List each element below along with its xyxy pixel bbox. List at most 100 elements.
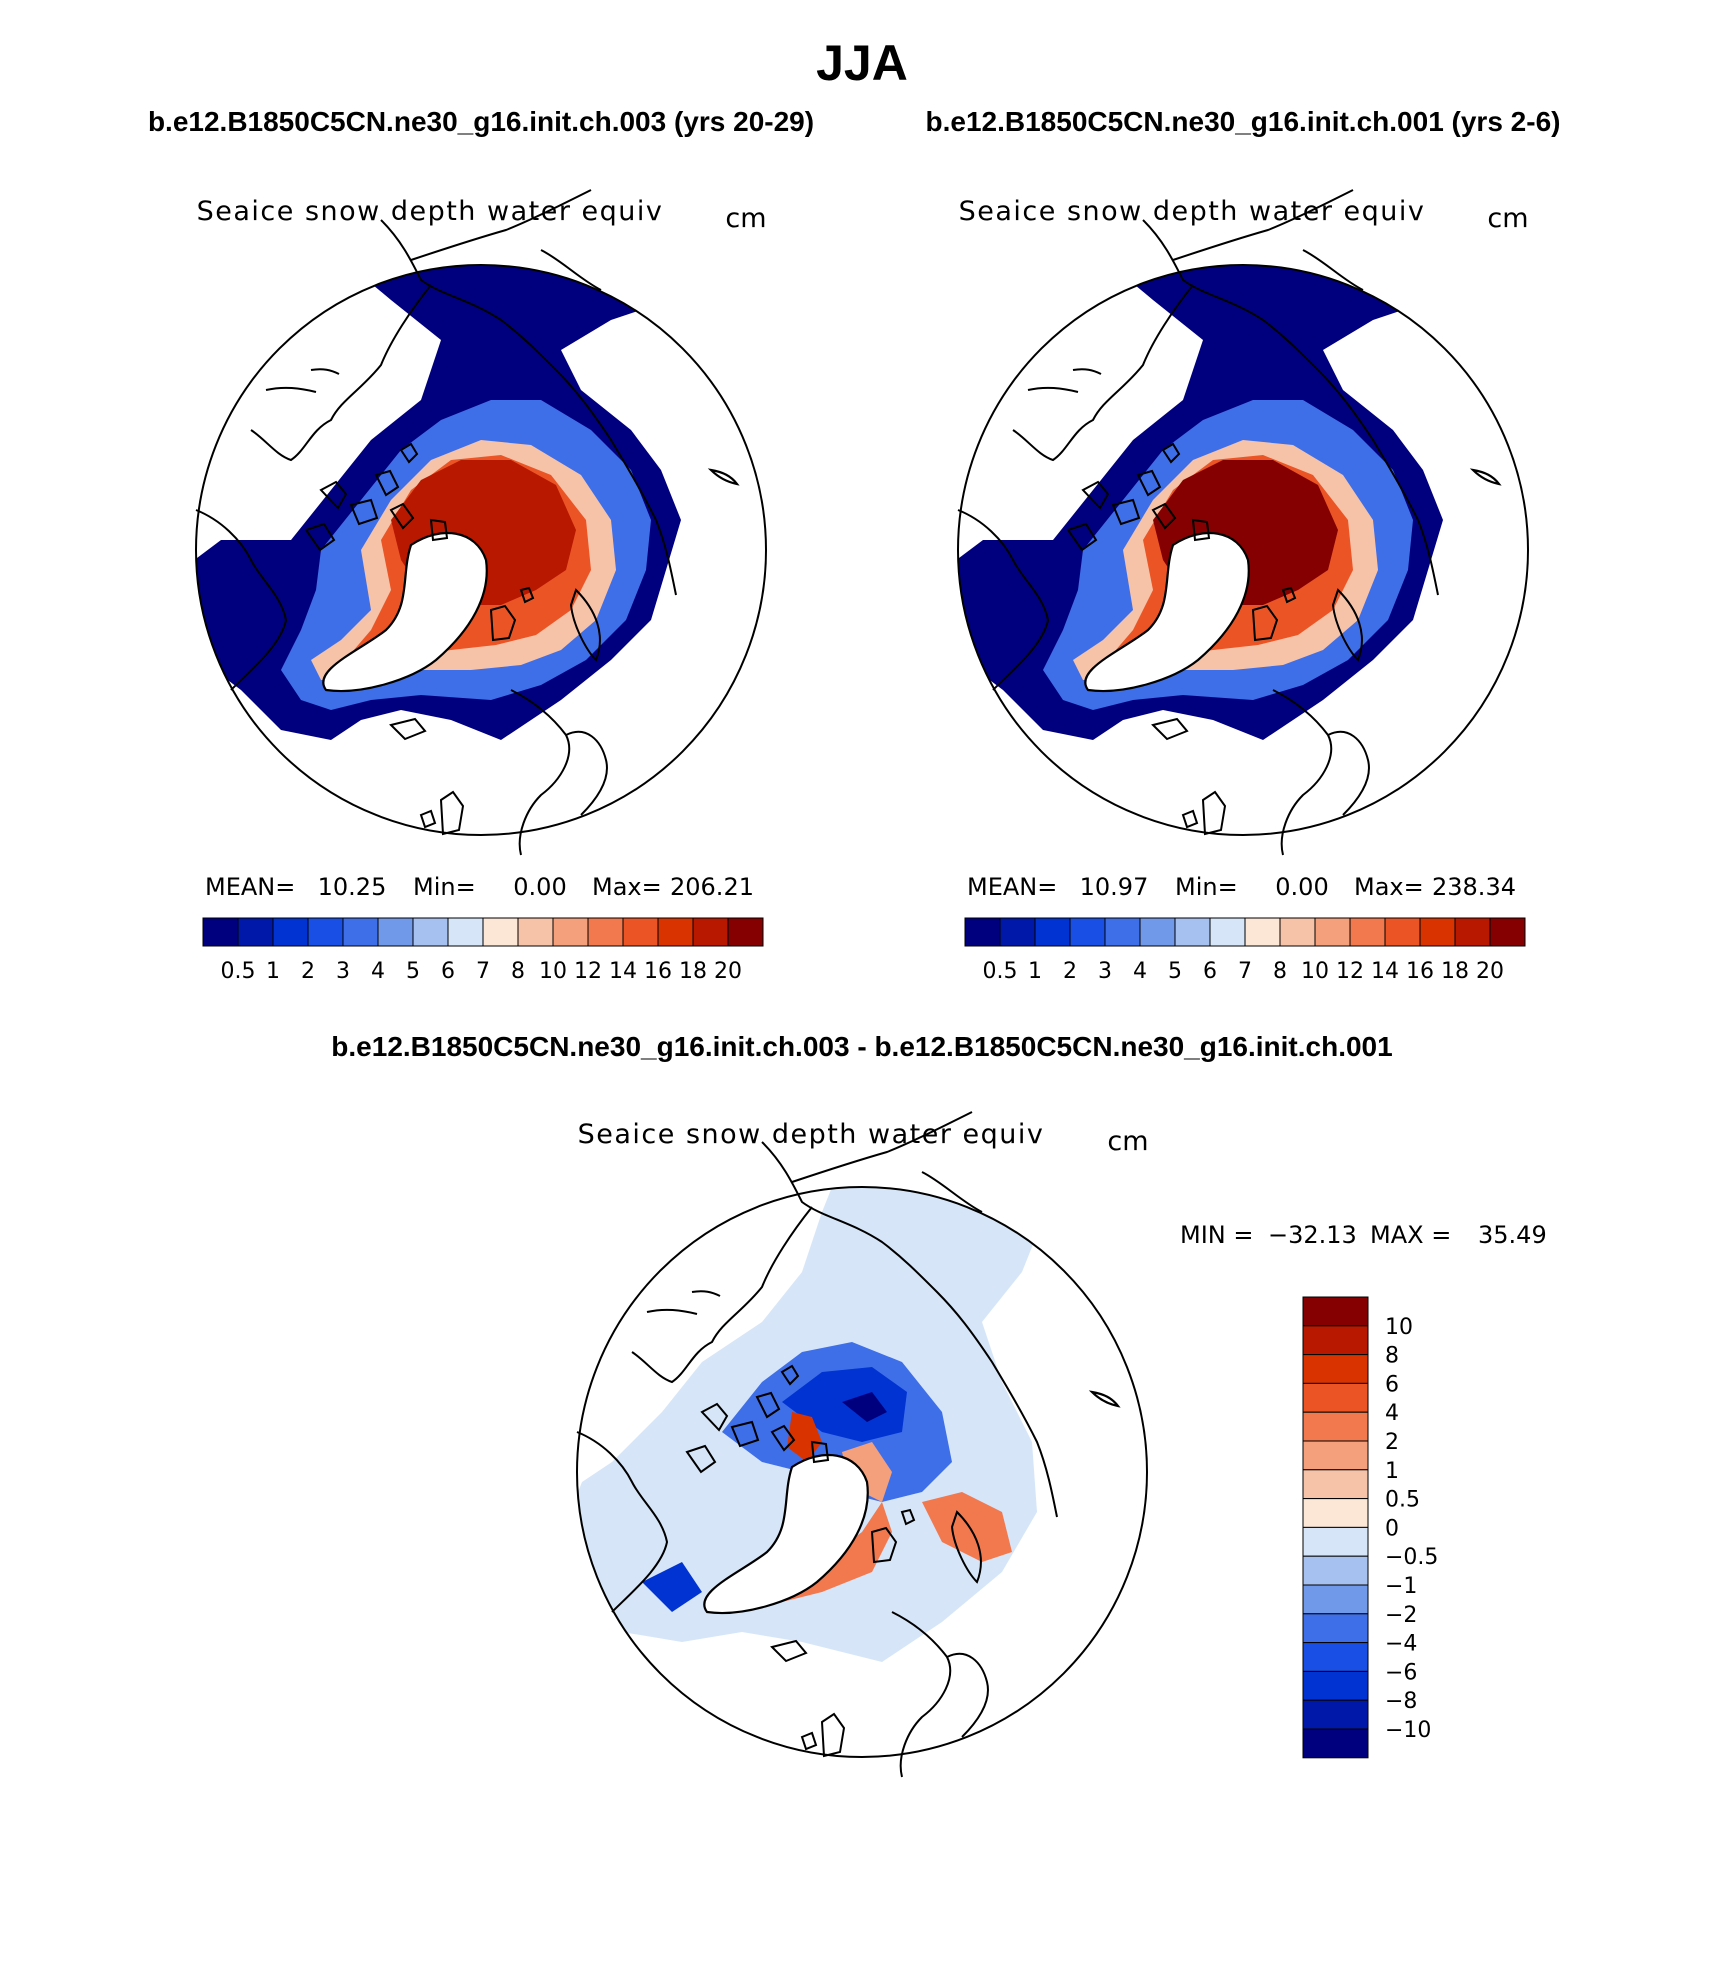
panel-c-colorbar-swatch [1302,1699,1369,1730]
panel-c-max-label: MAX = [1370,1221,1451,1249]
panel-c-field-region [842,1392,887,1422]
panel-c-variable: Seaice snow depth water equiv [578,1119,1045,1150]
panel-b-colorbar-tick-label: 8 [1273,959,1287,984]
panel-c-colorbar-tick-label: −8 [1385,1689,1417,1714]
panel-a-map [194,188,767,857]
panel-a-colorbar-swatch [552,917,589,947]
panel-c-colorbar-tick-label: −1 [1385,1574,1417,1599]
panel-c-colorbar-swatch [1302,1498,1369,1528]
panel-a-variable: Seaice snow depth water equiv [197,196,664,227]
panel-c-colorbar: 10 8 6 4 2 1 0.5 0 −0.5 −1 −2 −4 −6 −8 −10 [1302,1296,1438,1759]
panel-b-colorbar-tick-label: 6 [1203,959,1217,984]
panel-b-colorbar-swatch [1419,917,1456,947]
panel-b-units: cm [1487,203,1528,234]
panel-c: Seaice snow depth water equiv cm MIN = −… [575,1110,1547,1779]
panel-a-min-value: 0.00 [513,873,566,901]
panel-c-field-region [642,1562,702,1612]
panel-c-colorbar-swatch [1302,1642,1369,1672]
panel-c-min-value: −32.13 [1268,1221,1357,1249]
panel-a-max-value: 206.21 [670,873,754,901]
panel-c-colorbar-tick-label: 1 [1385,1459,1399,1484]
panel-c-colorbar-tick-label: −2 [1385,1603,1417,1628]
panel-a-colorbar-tick-label: 18 [679,959,707,984]
panel-a-colorbar-tick-label: 16 [644,959,672,984]
season-title: JJA [816,35,908,91]
panel-a-colorbar-tick-label: 8 [511,959,525,984]
panel-c-colorbar-swatch [1302,1526,1369,1557]
panel-c-stats: MIN = −32.13 MAX = 35.49 [1180,1221,1547,1249]
panel-b-colorbar-tick-label: 16 [1406,959,1434,984]
panel-b-colorbar-swatch [1209,917,1246,947]
panel-b-colorbar-swatch [1104,917,1141,947]
panel-b: Seaice snow depth water equiv cm MEAN= 1… [956,188,1529,984]
panel-b-colorbar-swatch [1279,917,1316,947]
panel-c-colorbar-swatch [1302,1354,1369,1384]
panel-a-colorbar-tick-label: 0.5 [221,959,256,984]
panel-c-colorbar-swatch [1302,1670,1369,1701]
panel-c-field-region [922,1492,1012,1562]
panel-a-colorbar-swatch [377,917,414,947]
panel-b-colorbar-tick-label: 1 [1028,959,1042,984]
panel-a-colorbar-swatch [272,917,309,947]
panel-a-colorbar-tick-label: 4 [371,959,385,984]
panel-c-colorbar-tick-label: 2 [1385,1430,1399,1455]
panel-a-colorbar: 0.5 1 2 3 4 5 6 7 8 10 12 14 16 18 20 [202,917,764,984]
panel-c-colorbar-swatch [1302,1555,1369,1586]
panel-b-colorbar-tick-label: 7 [1238,959,1252,984]
panel-a: Seaice snow depth water equiv cm MEAN= 1… [194,188,767,984]
panel-b-variable: Seaice snow depth water equiv [959,196,1426,227]
panel-a-colorbar-swatch [412,917,449,947]
panel-c-field-region [842,1442,892,1502]
panel-b-colorbar-tick-label: 10 [1301,959,1329,984]
panel-b-stats: MEAN= 10.97 Min= 0.00 Max= 238.34 [967,873,1516,901]
panel-c-colorbar-tick-label: −10 [1385,1718,1431,1743]
panel-c-colorbar-swatch [1302,1469,1369,1500]
panel-a-colorbar-swatch [237,917,274,947]
panel-b-colorbar-tick-label: 20 [1476,959,1504,984]
panel-a-min-label: Min= [413,873,476,901]
panel-a-colorbar-tick-label: 20 [714,959,742,984]
panel-b-colorbar-tick-label: 5 [1168,959,1182,984]
panel-c-colorbar-tick-label: −4 [1385,1632,1417,1657]
panel-b-colorbar-swatch [1244,917,1281,947]
panel-a-units: cm [725,203,766,234]
panel-b-case-title: b.e12.B1850C5CN.ne30_g16.init.ch.001 (yr… [926,106,1561,137]
panel-b-colorbar-swatch [1139,917,1176,947]
panel-c-colorbar-tick-label: 10 [1385,1315,1413,1340]
panel-a-colorbar-tick-label: 3 [336,959,350,984]
panel-b-min-value: 0.00 [1275,873,1328,901]
panel-c-map [575,1110,1148,1779]
panel-c-colorbar-swatch [1302,1613,1369,1644]
panel-b-colorbar-tick-label: 14 [1371,959,1399,984]
panel-a-colorbar-swatch [482,917,519,947]
panel-b-colorbar-tick-label: 2 [1063,959,1077,984]
panel-a-colorbar-swatch [202,917,239,947]
panel-b-colorbar-swatch [1174,917,1211,947]
difference-title: b.e12.B1850C5CN.ne30_g16.init.ch.003 - b… [331,1031,1392,1062]
panel-b-colorbar-swatch [1384,917,1421,947]
panel-a-stats: MEAN= 10.25 Min= 0.00 Max= 206.21 [205,873,754,901]
panel-c-colorbar-swatch [1302,1440,1369,1471]
panel-b-colorbar-swatch [1489,917,1526,947]
panel-a-colorbar-swatch [517,917,554,947]
panel-a-colorbar-tick-label: 7 [476,959,490,984]
panel-a-colorbar-tick-label: 1 [266,959,280,984]
panel-c-colorbar-tick-label: 8 [1385,1344,1399,1369]
panel-b-colorbar-swatch [964,917,1001,947]
panel-c-colorbar-tick-label: −6 [1385,1660,1417,1685]
panel-c-colorbar-tick-label: 0 [1385,1516,1399,1541]
panel-c-colorbar-swatch [1302,1325,1369,1356]
panel-b-map-boundary [957,264,1529,836]
panel-c-colorbar-swatch [1302,1296,1369,1327]
panel-a-colorbar-swatch [727,917,764,947]
panel-c-colorbar-swatch [1302,1382,1369,1413]
panel-a-colorbar-swatch [307,917,344,947]
panel-c-colorbar-swatch [1302,1584,1369,1615]
panel-c-min-label: MIN = [1180,1221,1253,1249]
panel-c-colorbar-tick-label: 4 [1385,1401,1399,1426]
panel-b-colorbar-tick-label: 12 [1336,959,1364,984]
panel-b-colorbar-swatch [999,917,1036,947]
panel-a-colorbar-swatch [657,917,694,947]
panel-b-colorbar-tick-label: 3 [1098,959,1112,984]
panel-b-colorbar-swatch [1034,917,1071,947]
